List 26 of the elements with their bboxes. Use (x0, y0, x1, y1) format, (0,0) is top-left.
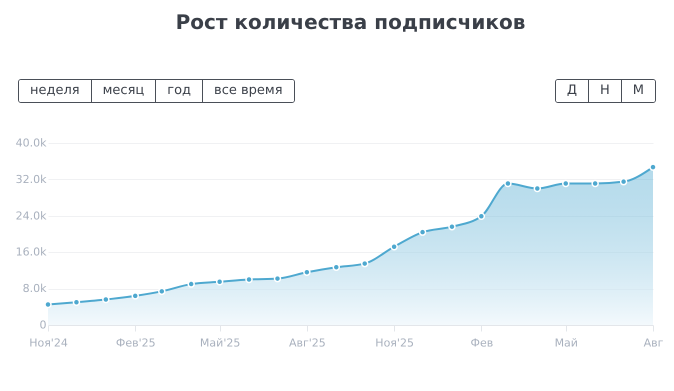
text: М (620, 80, 655, 102)
point (562, 180, 570, 188)
y-tick-label: 32.0k (16, 172, 48, 186)
point (504, 180, 512, 188)
text: Н (588, 80, 621, 102)
y-tick-label: 16.0k (16, 246, 48, 259)
x-tick-label: Авг'25 (288, 336, 326, 350)
text: Д (556, 80, 588, 102)
y-tick-label: 8.0k (22, 282, 48, 296)
x-tick-label: Ноя'24 (29, 336, 68, 350)
x-tick-label: Май'25 (200, 336, 240, 350)
x-tick-label: Фев'25 (116, 336, 156, 350)
point (591, 180, 599, 188)
text: все время (202, 80, 294, 102)
y-tick-label: 24.0k (16, 209, 48, 222)
x-tick-label: Фев (470, 336, 494, 350)
x-tick-label: Авг (644, 336, 664, 350)
text: неделя (19, 80, 91, 102)
x-tick-label: Май (554, 336, 578, 350)
text: месяц (90, 80, 156, 102)
x-tick-label: Ноя'25 (375, 336, 414, 350)
y-tick-label: 0 (40, 318, 46, 332)
text: год (155, 80, 202, 102)
chart-title: Рост количества подписчиков (176, 10, 526, 34)
point (478, 212, 486, 220)
y-tick-label: 40.0k (16, 136, 48, 150)
